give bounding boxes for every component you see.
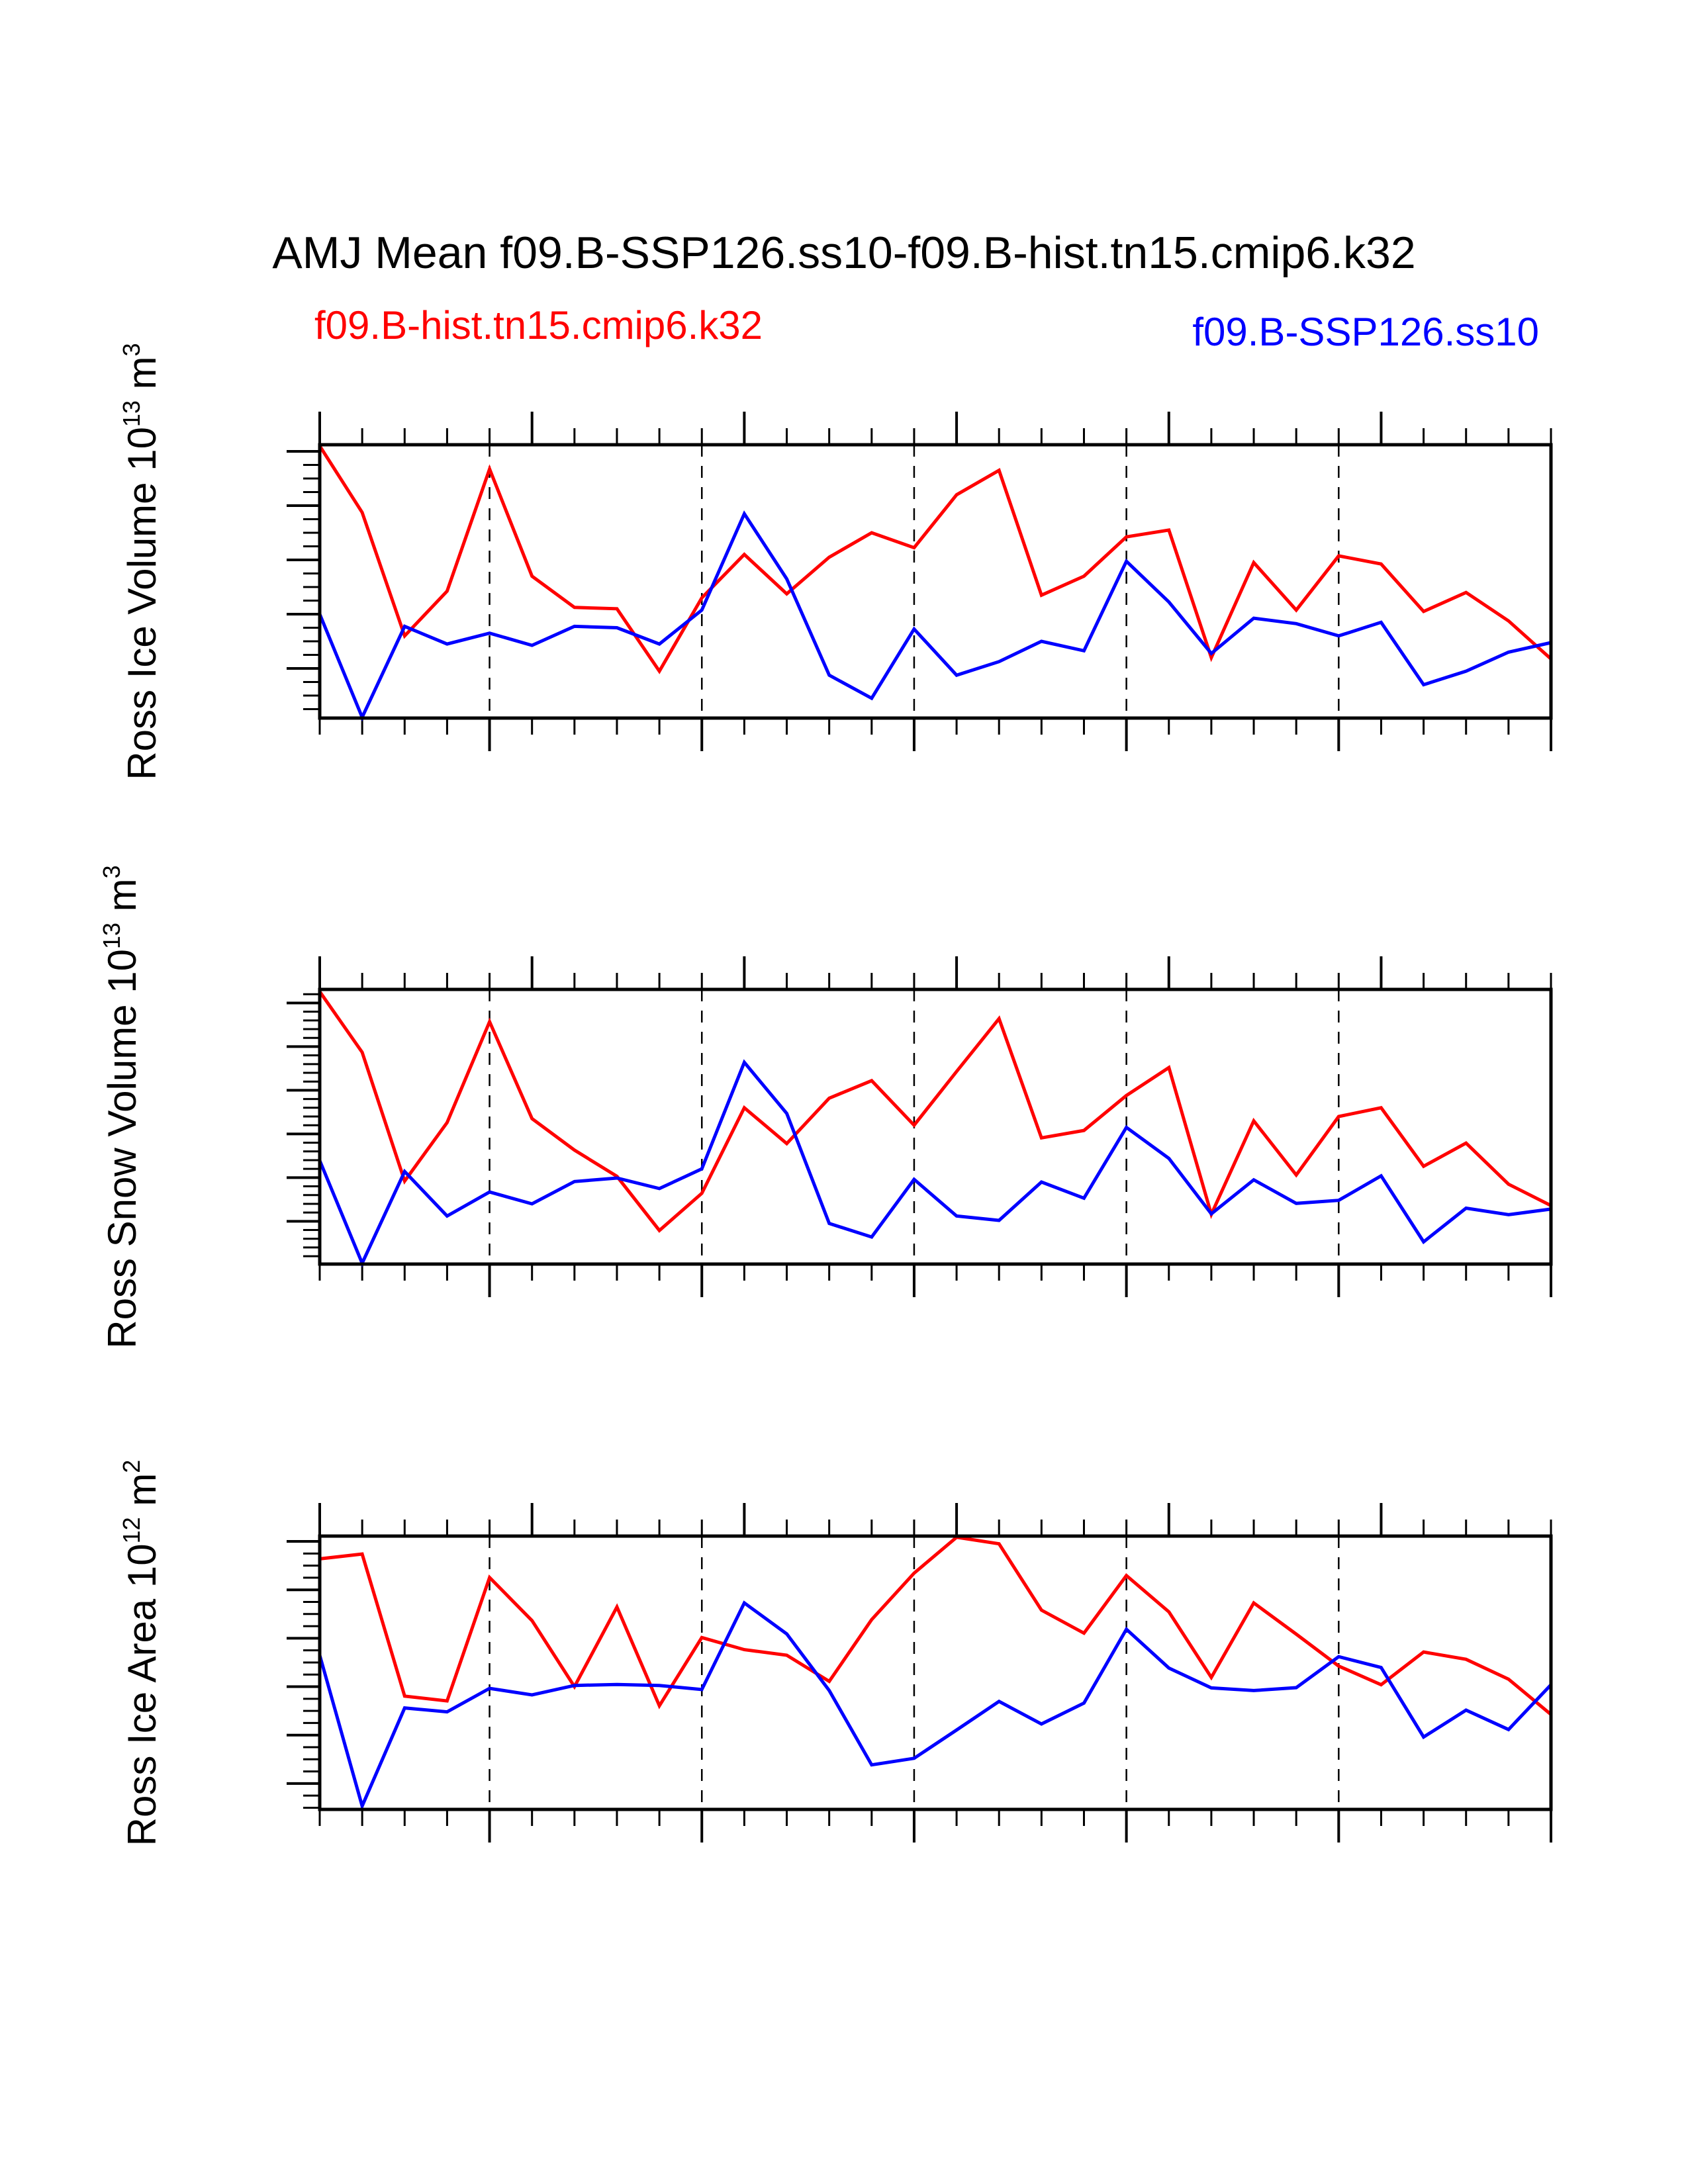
y-axis-label-superscript: 13 (98, 923, 125, 949)
y-axis-label-superscript: 2 (118, 1460, 145, 1473)
panel-1: Ross Ice Volume 1013 m3 (118, 343, 1553, 780)
series-line-ssp (318, 510, 1552, 722)
y-axis-label-superscript: 3 (118, 343, 145, 356)
y-axis-label-text: m (100, 878, 144, 923)
y-axis-label-text: Ross Ice Area 10 (120, 1543, 164, 1846)
panel-2: Ross Snow Volume 1013 m3 (98, 865, 1553, 1349)
y-axis-label-text: Ross Snow Volume 10 (100, 949, 144, 1349)
plot-frame (318, 987, 1553, 1266)
series-line-ssp (318, 1600, 1552, 1811)
panel-3: Ross Ice Area 1012 m2 (118, 1460, 1553, 1846)
legend-hist: f09.B-hist.tn15.cmip6.k32 (314, 303, 763, 347)
y-axis-label-superscript: 13 (118, 400, 145, 427)
y-axis-label-superscript: 3 (98, 865, 125, 878)
y-axis-label: Ross Ice Area 1012 m2 (118, 1460, 164, 1846)
series-line-hist (319, 1535, 1552, 1716)
chart-title: AMJ Mean f09.B-SSP126.ss10-f09.B-hist.tn… (272, 228, 1415, 278)
y-axis-label-text: m (120, 356, 164, 400)
series-line-ssp (318, 1059, 1552, 1267)
series-line-hist (318, 445, 1552, 674)
y-axis-label-superscript: 12 (118, 1517, 145, 1543)
legend-ssp: f09.B-SSP126.ss10 (1192, 310, 1539, 354)
y-axis-label-text: Ross Ice Volume 10 (120, 427, 164, 780)
y-axis-label-text: m (120, 1473, 164, 1518)
series-line-hist (318, 990, 1552, 1233)
y-axis-label: Ross Snow Volume 1013 m3 (98, 865, 144, 1348)
plot-frame (318, 1534, 1553, 1811)
y-axis-label: Ross Ice Volume 1013 m3 (118, 343, 164, 780)
plot-frame (318, 443, 1553, 720)
